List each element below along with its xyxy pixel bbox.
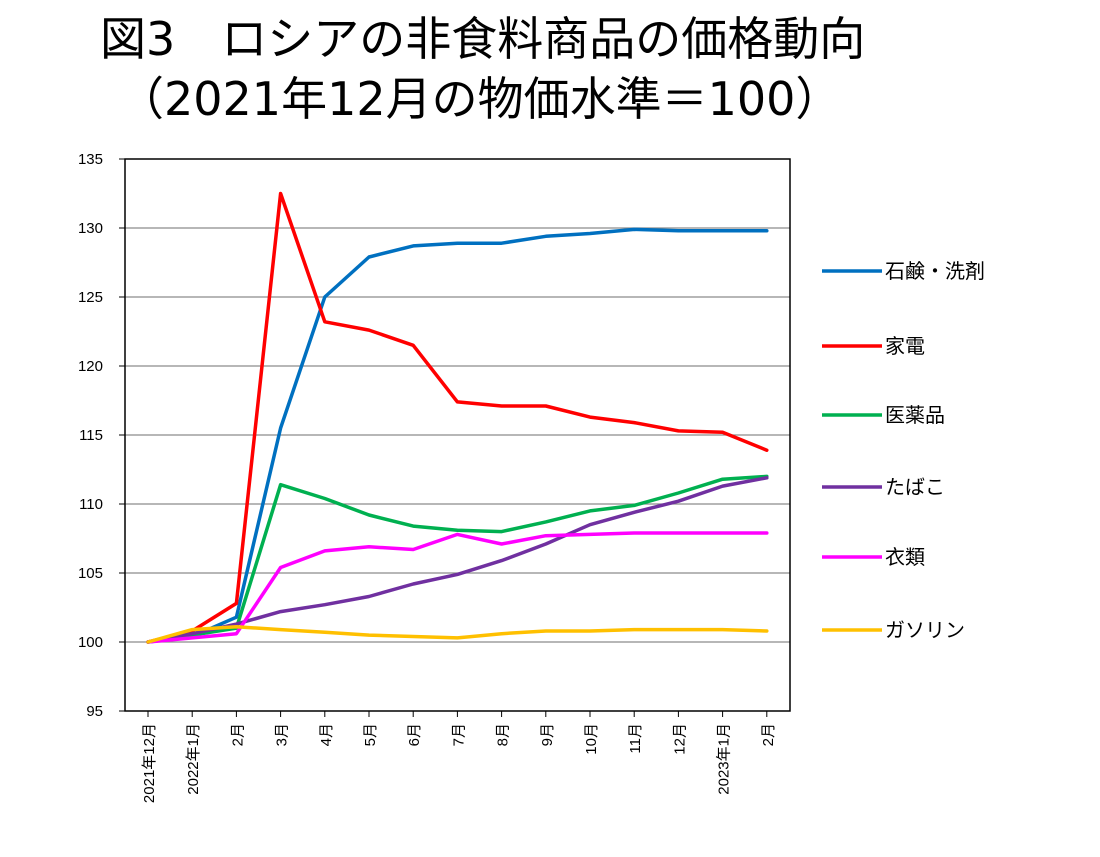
x-tick-label: 8月 [495,723,512,746]
chart-title-line2: （2021年12月の物価水準＝100） [118,72,842,126]
y-tick-label: 95 [86,703,103,720]
y-tick-label: 115 [79,427,103,444]
x-tick-label: 11月 [627,723,644,754]
y-tick-label: 130 [78,220,103,237]
x-tick-label: 9月 [539,723,556,746]
x-tick-label: 5月 [362,723,379,746]
y-tick-label: 125 [78,289,103,306]
series-line [146,191,769,644]
y-tick-label: 100 [78,634,103,651]
gridlines [125,227,790,643]
legend-label: 医薬品 [885,403,945,427]
y-axis-ticks: 95 100 105 110 115 120 125 130 135 [78,151,125,720]
x-tick-label: 6月 [406,723,423,746]
legend-label: 家電 [885,334,925,358]
plot-frame [124,158,791,712]
x-tick-label: 2月 [229,723,246,746]
series-line [146,625,769,644]
legend-label: ガソリン [885,618,965,642]
legend-label: たばこ [885,475,945,499]
x-tick-label: 10月 [583,723,600,755]
series-line [146,474,769,644]
x-tick-label: 4月 [318,723,335,746]
x-tick-label: 7月 [450,723,467,746]
chart-title-line1: 図3 ロシアの非食料商品の価格動向 [100,12,866,66]
legend-label: 石鹸・洗剤 [885,259,985,283]
y-tick-label: 120 [78,358,103,375]
x-tick-label: 2021年12月 [141,723,158,803]
x-tick-label: 2023年1月 [716,723,733,795]
series-line [146,227,769,644]
x-tick-label: 3月 [274,723,291,746]
legend-label: 衣類 [885,545,925,569]
x-tick-label: 12月 [671,723,688,755]
x-tick-label: 2022年1月 [185,723,202,795]
x-tick-label: 2月 [760,723,777,746]
series-line [146,476,769,644]
y-tick-label: 135 [78,151,103,168]
x-axis-ticks: 2021年12月 2022年1月 2月 3月 4月 5月 6月 7月 8月 9月 10月 11月 12月… [141,711,777,803]
series-line [146,531,769,644]
series-lines [146,191,769,644]
y-tick-label: 110 [79,496,103,513]
y-tick-label: 105 [78,565,103,582]
